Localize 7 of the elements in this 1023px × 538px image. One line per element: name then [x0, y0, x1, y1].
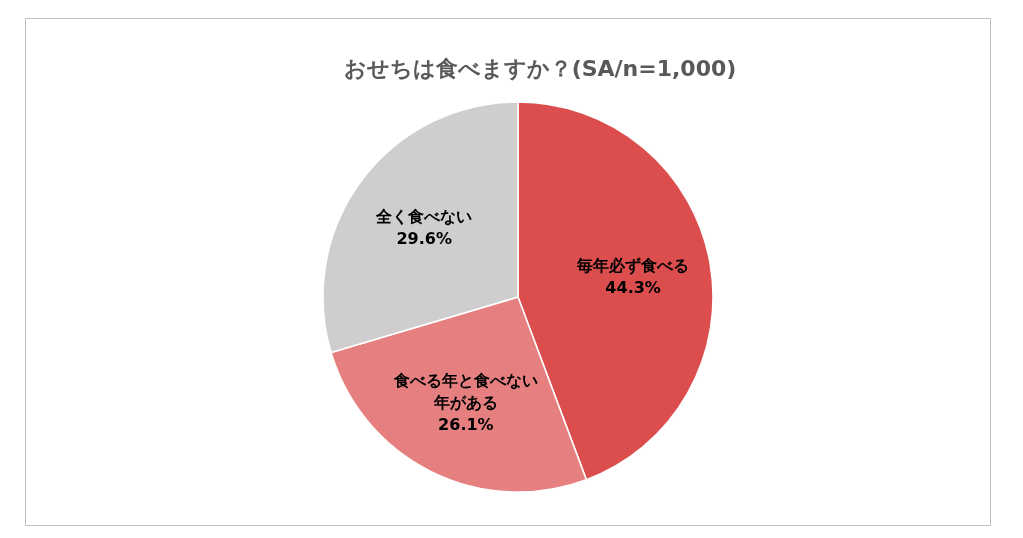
- slice-label: 毎年必ず食べる: [576, 256, 690, 276]
- slice-label: 全く食べない: [375, 207, 473, 227]
- data-label: 26.1%: [438, 414, 494, 434]
- data-label: 29.6%: [396, 229, 452, 249]
- data-label: 44.3%: [605, 278, 661, 298]
- slice-label: 食べる年と食べない年がある: [392, 370, 538, 412]
- chart-title: おせちは食べますか？(SA/n=1,000): [343, 56, 737, 81]
